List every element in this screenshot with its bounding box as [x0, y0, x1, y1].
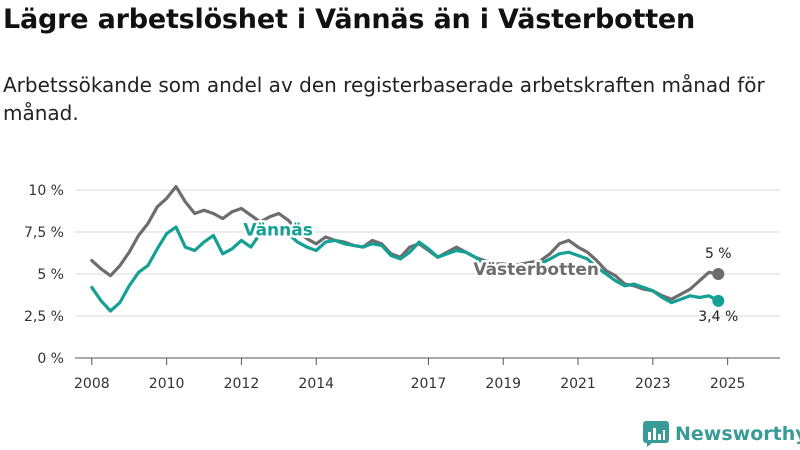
chart-title: Lägre arbetslöshet i Vännäs än i Västerb… — [3, 4, 696, 35]
end-value-label: 3,4 % — [698, 309, 738, 325]
newsworthy-logo: Newsworthy — [643, 420, 800, 448]
y-tick-label: 7,5 % — [24, 225, 64, 241]
series-labels: Vännäs Västerbotten — [241, 218, 602, 283]
chart-subtitle: Arbetssökande som andel av den registerb… — [3, 73, 765, 125]
x-tick-label: 2021 — [560, 376, 596, 392]
brand-name: Newsworthy — [675, 423, 800, 445]
series-line-v-nn-s — [90, 225, 720, 313]
x-tick-label: 2014 — [298, 376, 334, 392]
end-marker — [712, 294, 725, 307]
y-tick-label: 2,5 % — [24, 309, 64, 325]
x-tick-label: 2010 — [149, 376, 185, 392]
series-label: Vännäs — [243, 220, 313, 240]
x-tick-label: 2023 — [635, 376, 671, 392]
x-tick-label: 2019 — [485, 376, 521, 392]
series-line-v-sterbotten — [90, 185, 720, 301]
series-lines — [90, 185, 720, 313]
newsworthy-chart-icon — [643, 421, 669, 447]
end-markers: 5 % 3,4 % — [698, 246, 738, 325]
series-label: Västerbotten — [473, 260, 599, 280]
end-marker — [712, 268, 725, 280]
x-tick-label: 2017 — [411, 376, 447, 392]
end-value-label: 5 % — [705, 246, 732, 262]
x-tick-label: 2012 — [224, 376, 260, 392]
y-gridlines — [75, 189, 780, 317]
x-tick-label: 2025 — [710, 376, 746, 392]
y-tick-label: 5 % — [37, 267, 64, 283]
x-tick-label: 2008 — [74, 376, 110, 392]
x-axis: 2008 2010 2012 2014 2017 2019 2021 2023 2025 — [74, 357, 780, 392]
y-tick-label: 10 % — [28, 183, 64, 199]
y-axis-tick-labels: 0 % 2,5 % 5 % 7,5 % 10 % — [24, 183, 64, 367]
y-tick-label: 0 % — [37, 351, 64, 367]
